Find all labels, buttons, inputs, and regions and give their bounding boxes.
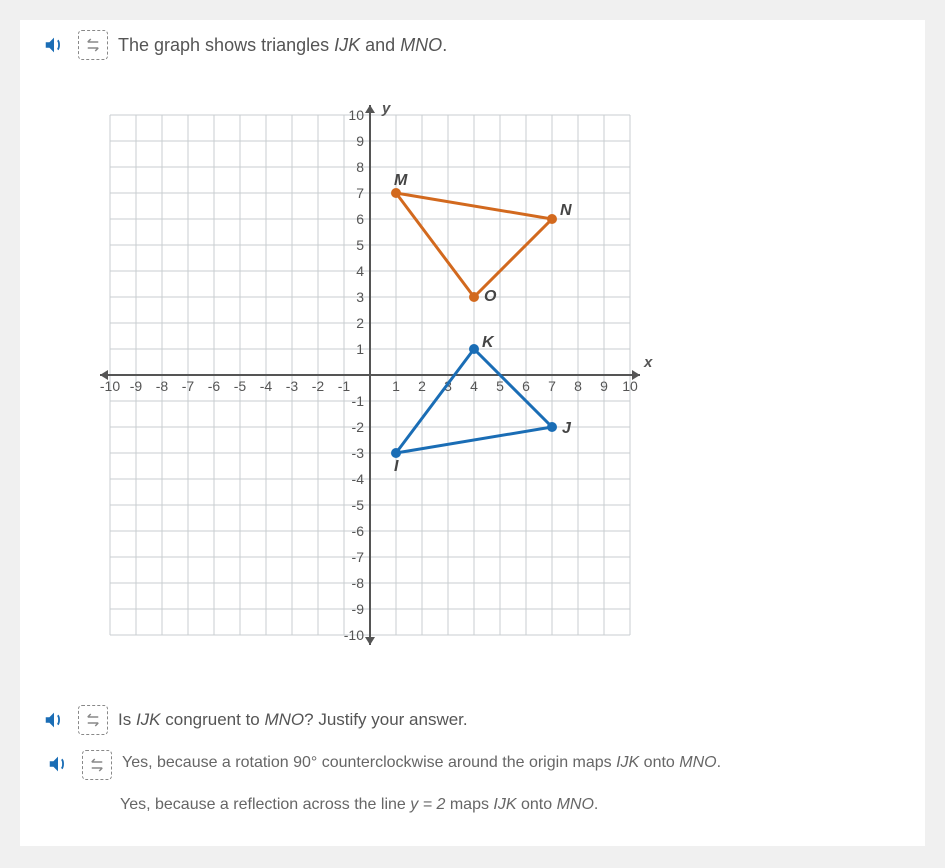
svg-text:-10: -10: [100, 378, 120, 394]
svg-text:-3: -3: [286, 378, 299, 394]
graph-container: -10-9-8-7-6-5-4-3-2-112345678910-10-9-8-…: [40, 75, 905, 690]
svg-text:10: 10: [622, 378, 638, 394]
a2-t1: IJK: [493, 796, 516, 813]
sub-question-text: Is IJK congruent to MNO? Justify your an…: [118, 710, 468, 730]
svg-text:9: 9: [356, 133, 364, 149]
q-t2: MNO: [400, 35, 442, 55]
svg-text:8: 8: [574, 378, 582, 394]
svg-text:10: 10: [348, 107, 364, 123]
svg-text:-9: -9: [130, 378, 143, 394]
q-t1: IJK: [334, 35, 360, 55]
svg-text:1: 1: [356, 341, 364, 357]
svg-text:I: I: [394, 458, 399, 475]
question-text: The graph shows triangles IJK and MNO.: [118, 35, 447, 56]
a2-t2: MNO: [557, 796, 594, 813]
svg-text:-5: -5: [234, 378, 247, 394]
svg-text:y: y: [381, 100, 391, 117]
svg-text:1: 1: [392, 378, 400, 394]
subq-suffix: ? Justify your answer.: [304, 710, 467, 729]
subq-prefix: Is: [118, 710, 136, 729]
a2-p3: onto: [517, 796, 557, 813]
answer-option-2[interactable]: Yes, because a reflection across the lin…: [40, 792, 905, 814]
svg-text:M: M: [394, 172, 408, 189]
translate-icon[interactable]: [82, 750, 112, 780]
svg-text:5: 5: [496, 378, 504, 394]
subq-t1: IJK: [136, 710, 161, 729]
svg-text:4: 4: [356, 263, 364, 279]
svg-text:5: 5: [356, 237, 364, 253]
a2-p2: maps: [445, 796, 493, 813]
translate-icon[interactable]: [78, 705, 108, 735]
answer-1-text: Yes, because a rotation 90° counterclock…: [122, 750, 905, 772]
svg-text:-7: -7: [182, 378, 195, 394]
svg-text:6: 6: [522, 378, 530, 394]
a1-p1: Yes, because a rotation 90° counterclock…: [122, 754, 616, 771]
svg-text:-5: -5: [352, 497, 365, 513]
svg-text:2: 2: [356, 315, 364, 331]
q-prefix: The graph shows triangles: [118, 35, 334, 55]
speaker-icon[interactable]: [40, 31, 68, 59]
svg-text:J: J: [562, 420, 572, 437]
question-header: The graph shows triangles IJK and MNO.: [40, 30, 905, 60]
svg-text:K: K: [482, 334, 495, 351]
svg-text:-2: -2: [312, 378, 325, 394]
a2-p1: Yes, because a reflection across the lin…: [120, 796, 410, 813]
a1-t1: IJK: [616, 754, 639, 771]
svg-text:-10: -10: [344, 627, 364, 643]
q-suffix: .: [442, 35, 447, 55]
svg-text:7: 7: [548, 378, 556, 394]
question-container: The graph shows triangles IJK and MNO. -…: [20, 20, 925, 846]
svg-text:3: 3: [356, 289, 364, 305]
svg-text:O: O: [484, 288, 497, 305]
a1-p3: .: [717, 754, 721, 771]
subq-mid: congruent to: [161, 710, 265, 729]
svg-text:-1: -1: [338, 378, 351, 394]
svg-text:-1: -1: [352, 393, 365, 409]
svg-text:-4: -4: [352, 471, 365, 487]
translate-icon[interactable]: [78, 30, 108, 60]
answer-option-1[interactable]: Yes, because a rotation 90° counterclock…: [40, 750, 905, 780]
q-mid: and: [360, 35, 400, 55]
svg-text:-9: -9: [352, 601, 365, 617]
svg-text:9: 9: [600, 378, 608, 394]
svg-text:N: N: [560, 202, 572, 219]
svg-text:7: 7: [356, 185, 364, 201]
svg-text:4: 4: [470, 378, 478, 394]
svg-text:-6: -6: [208, 378, 221, 394]
svg-text:8: 8: [356, 159, 364, 175]
speaker-icon[interactable]: [44, 750, 72, 778]
a1-p2: onto: [639, 754, 679, 771]
svg-text:-7: -7: [352, 549, 365, 565]
svg-text:-2: -2: [352, 419, 365, 435]
subq-t2: MNO: [264, 710, 304, 729]
answer-2-text: Yes, because a reflection across the lin…: [120, 792, 905, 814]
a1-t2: MNO: [679, 754, 716, 771]
speaker-icon[interactable]: [40, 706, 68, 734]
svg-text:-6: -6: [352, 523, 365, 539]
coordinate-graph: -10-9-8-7-6-5-4-3-2-112345678910-10-9-8-…: [80, 85, 660, 665]
sub-question-row: Is IJK congruent to MNO? Justify your an…: [40, 705, 905, 735]
svg-text:-3: -3: [352, 445, 365, 461]
svg-text:-8: -8: [352, 575, 365, 591]
a2-p4: .: [594, 796, 598, 813]
svg-text:2: 2: [418, 378, 426, 394]
svg-text:-8: -8: [156, 378, 169, 394]
svg-text:6: 6: [356, 211, 364, 227]
a2-eq: y = 2: [410, 796, 445, 813]
svg-text:-4: -4: [260, 378, 273, 394]
svg-text:x: x: [643, 354, 653, 371]
